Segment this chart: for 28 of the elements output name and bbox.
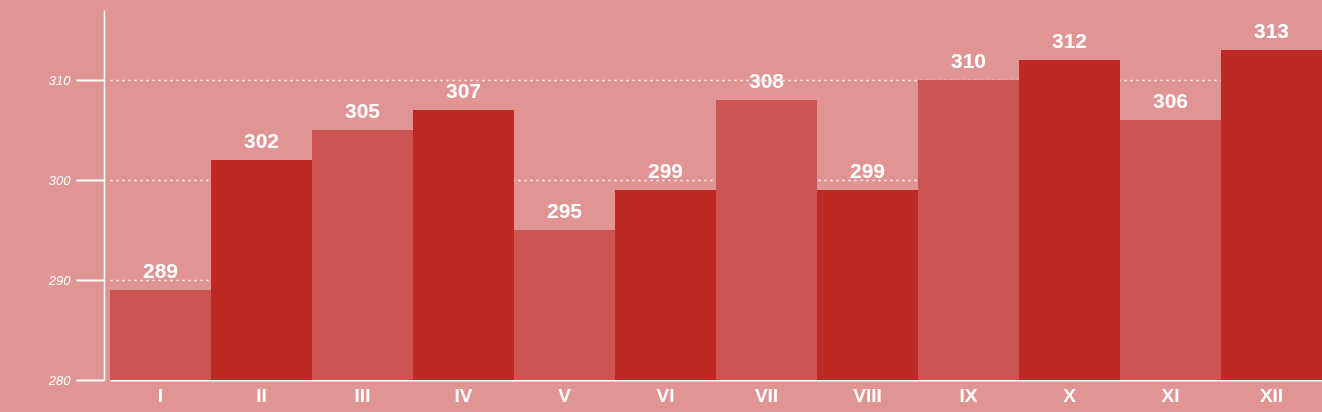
- data-label: 302: [243, 129, 280, 152]
- data-label: 310: [950, 49, 987, 72]
- x-tick-label: XI: [1161, 384, 1180, 406]
- y-tick-label: 290: [47, 272, 72, 288]
- y-tick-label: 300: [48, 172, 72, 188]
- data-label: 289: [142, 259, 179, 282]
- x-tick-label: XII: [1259, 384, 1284, 406]
- x-tick-label: IX: [959, 384, 978, 406]
- data-label: 305: [344, 99, 381, 122]
- x-tick-label: X: [1063, 384, 1077, 406]
- data-label: 312: [1051, 29, 1088, 52]
- data-label: 307: [445, 79, 482, 102]
- data-label: 306: [1152, 89, 1189, 112]
- x-tick-label: III: [354, 384, 371, 406]
- data-label: 299: [849, 159, 886, 182]
- data-label: 308: [748, 69, 785, 92]
- x-tick-label: V: [558, 384, 572, 406]
- y-tick-label: 310: [48, 72, 72, 88]
- x-tick-label: II: [256, 384, 267, 406]
- x-tick-label: VI: [656, 384, 675, 406]
- x-tick-label: VIII: [853, 384, 882, 406]
- y-tick-label: 280: [47, 372, 72, 388]
- data-label: 295: [546, 199, 583, 222]
- data-label: 299: [647, 159, 684, 182]
- x-tick-label: IV: [454, 384, 473, 406]
- x-tick-label: I: [157, 384, 164, 406]
- x-tick-label: VII: [754, 384, 779, 406]
- data-label: 313: [1253, 19, 1290, 42]
